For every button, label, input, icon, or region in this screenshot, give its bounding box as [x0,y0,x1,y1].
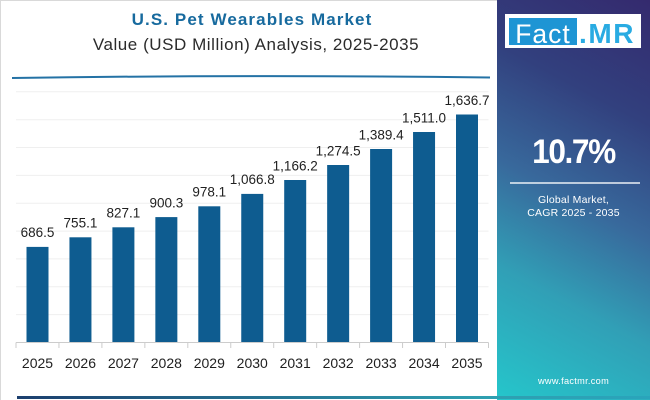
svg-text:1,511.0: 1,511.0 [402,110,446,125]
svg-text:2031: 2031 [280,355,311,371]
svg-text:2032: 2032 [323,355,354,371]
svg-text:1,274.5: 1,274.5 [316,143,361,158]
svg-text:2035: 2035 [451,355,482,371]
svg-text:900.3: 900.3 [149,195,183,210]
svg-text:2028: 2028 [151,355,182,371]
svg-text:1,636.7: 1,636.7 [444,93,489,108]
svg-text:2025: 2025 [22,355,53,371]
svg-text:1,166.2: 1,166.2 [273,158,318,173]
svg-text:978.1: 978.1 [192,185,226,200]
svg-text:2029: 2029 [194,355,225,371]
svg-text:686.5: 686.5 [21,225,55,240]
svg-text:2033: 2033 [366,355,397,371]
svg-text:827.1: 827.1 [107,206,141,221]
svg-text:2030: 2030 [237,355,268,371]
svg-text:1,389.4: 1,389.4 [359,127,405,142]
svg-text:2027: 2027 [108,355,139,371]
svg-text:1,066.8: 1,066.8 [230,172,275,187]
svg-text:2034: 2034 [408,355,439,371]
svg-text:2026: 2026 [65,355,96,371]
svg-text:755.1: 755.1 [64,216,98,231]
